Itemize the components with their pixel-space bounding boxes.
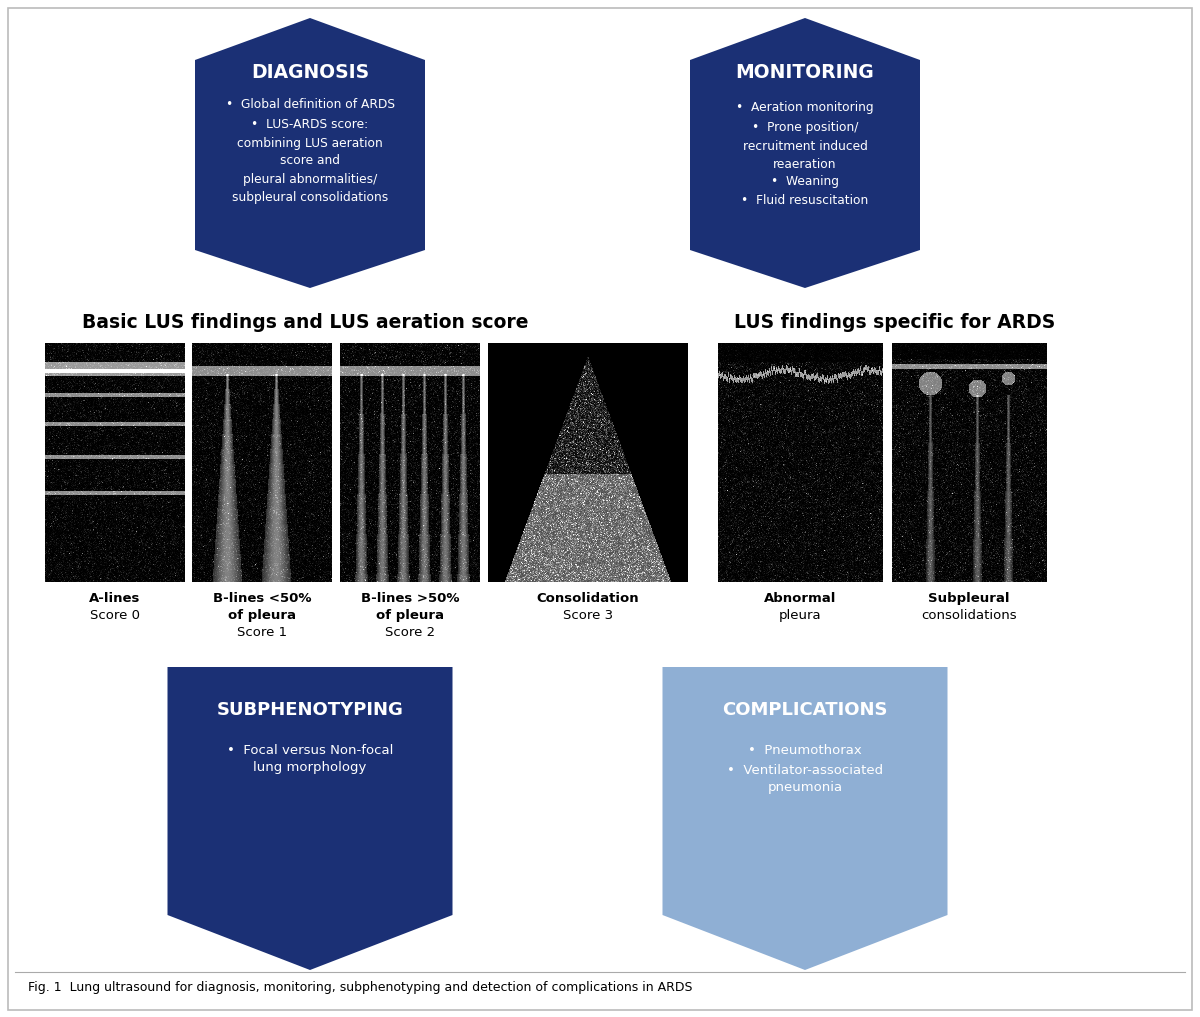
Text: •  Aeration monitoring: • Aeration monitoring: [736, 102, 874, 115]
Text: Consolidation: Consolidation: [536, 592, 640, 605]
Text: subpleural consolidations: subpleural consolidations: [232, 190, 388, 203]
Text: pneumonia: pneumonia: [768, 781, 842, 794]
Text: combining LUS aeration: combining LUS aeration: [238, 136, 383, 149]
Polygon shape: [662, 667, 948, 970]
Text: Fig. 1  Lung ultrasound for diagnosis, monitoring, subphenotyping and detection : Fig. 1 Lung ultrasound for diagnosis, mo…: [28, 981, 692, 995]
Text: pleura: pleura: [779, 609, 821, 622]
Text: of pleura: of pleura: [228, 609, 296, 622]
Text: Abnormal: Abnormal: [764, 592, 836, 605]
Text: of pleura: of pleura: [376, 609, 444, 622]
Text: DIAGNOSIS: DIAGNOSIS: [251, 62, 370, 81]
Text: •  Global definition of ARDS: • Global definition of ARDS: [226, 99, 395, 112]
Text: reaeration: reaeration: [773, 158, 836, 171]
Text: COMPLICATIONS: COMPLICATIONS: [722, 701, 888, 719]
Polygon shape: [194, 18, 425, 288]
Text: •  Fluid resuscitation: • Fluid resuscitation: [742, 193, 869, 206]
Text: score and: score and: [280, 155, 340, 168]
Text: consolidations: consolidations: [922, 609, 1016, 622]
Text: pleural abnormalities/: pleural abnormalities/: [242, 173, 377, 185]
Polygon shape: [168, 667, 452, 970]
Text: Score 2: Score 2: [385, 626, 436, 639]
Text: B-lines <50%: B-lines <50%: [212, 592, 311, 605]
Text: Score 1: Score 1: [236, 626, 287, 639]
Text: B-lines >50%: B-lines >50%: [361, 592, 460, 605]
Text: lung morphology: lung morphology: [253, 762, 367, 775]
Text: •  Weaning: • Weaning: [772, 176, 839, 188]
Polygon shape: [690, 18, 920, 288]
Text: Score 3: Score 3: [563, 609, 613, 622]
Text: LUS findings specific for ARDS: LUS findings specific for ARDS: [734, 312, 1056, 332]
Text: •  Prone position/: • Prone position/: [752, 121, 858, 134]
Text: •  LUS-ARDS score:: • LUS-ARDS score:: [252, 119, 368, 131]
Text: Subpleural: Subpleural: [929, 592, 1009, 605]
Text: •  Ventilator-associated: • Ventilator-associated: [727, 764, 883, 777]
Text: •  Focal versus Non-focal: • Focal versus Non-focal: [227, 743, 394, 757]
Text: SUBPHENOTYPING: SUBPHENOTYPING: [216, 701, 403, 719]
Text: •  Pneumothorax: • Pneumothorax: [748, 743, 862, 757]
Text: recruitment induced: recruitment induced: [743, 139, 868, 153]
Text: MONITORING: MONITORING: [736, 62, 875, 81]
Text: A-lines: A-lines: [89, 592, 140, 605]
Text: Score 0: Score 0: [90, 609, 140, 622]
Text: Basic LUS findings and LUS aeration score: Basic LUS findings and LUS aeration scor…: [82, 312, 528, 332]
